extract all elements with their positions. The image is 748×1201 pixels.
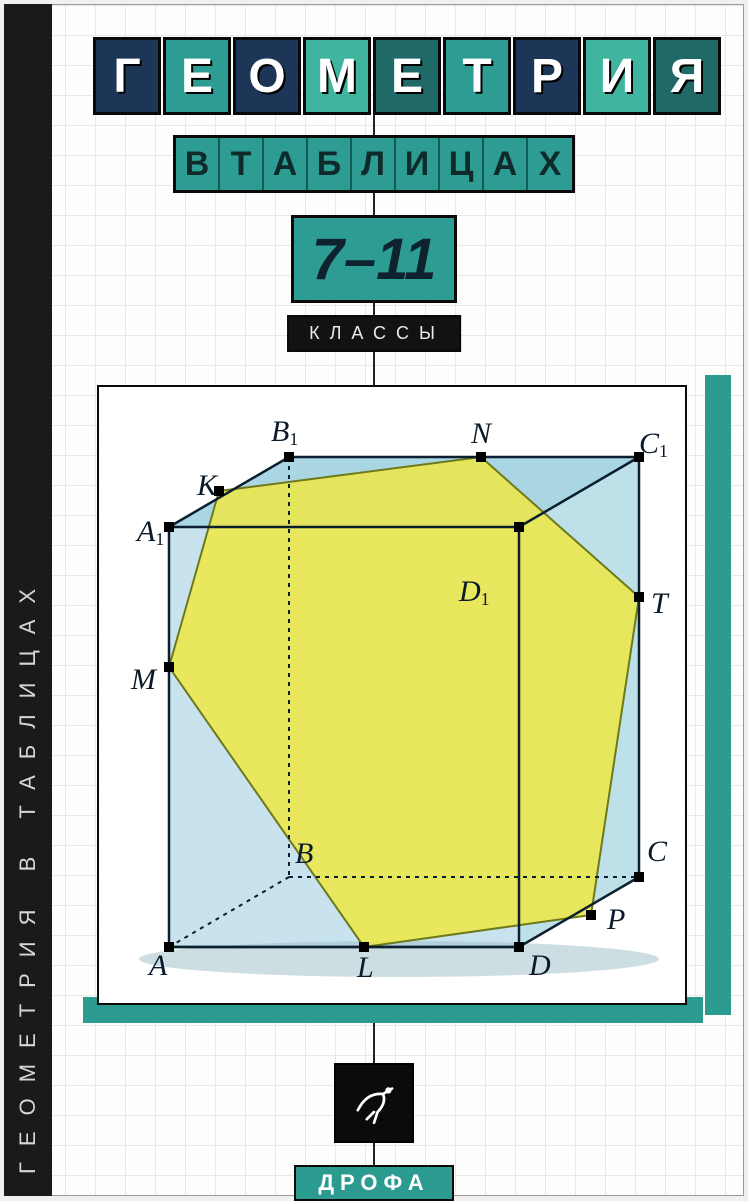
connector bbox=[373, 1143, 375, 1165]
grades-box: 7–11 bbox=[291, 215, 457, 303]
subtitle-letter: И bbox=[396, 138, 440, 190]
subtitle-letter: А bbox=[484, 138, 528, 190]
title-letter: И bbox=[583, 37, 651, 115]
vertex-label: A1 bbox=[137, 515, 164, 549]
vertex-label: C bbox=[647, 835, 667, 869]
title-block: Г Е О М Е Т Р И Я bbox=[93, 37, 721, 115]
vertex-label: B1 bbox=[271, 415, 298, 449]
subtitle-letter: Т bbox=[220, 138, 264, 190]
vertex-label: N bbox=[471, 417, 491, 451]
vertex-label: A bbox=[149, 949, 167, 983]
vertex-label: M bbox=[131, 663, 156, 697]
vertex-label: D bbox=[529, 949, 551, 983]
connector bbox=[373, 303, 375, 315]
vertex-label: T bbox=[651, 587, 668, 621]
subtitle-letter: Ц bbox=[440, 138, 484, 190]
spine: ГЕОМЕТРИЯ В ТАБЛИЦАХ bbox=[4, 4, 52, 1196]
title-letter: Р bbox=[513, 37, 581, 115]
title-letter: Т bbox=[443, 37, 511, 115]
vertex-label: P bbox=[607, 903, 625, 937]
cube-diagram bbox=[99, 387, 689, 1007]
title-letter: Е bbox=[373, 37, 441, 115]
subtitle-letter: А bbox=[264, 138, 308, 190]
vertex-label: L bbox=[357, 951, 374, 985]
subtitle-letter: Л bbox=[352, 138, 396, 190]
subtitle-letter: Х bbox=[528, 138, 572, 190]
title-letter: Е bbox=[163, 37, 231, 115]
title-letter: М bbox=[303, 37, 371, 115]
publisher-name: ДРОФА bbox=[294, 1165, 454, 1201]
title-letter: Я bbox=[653, 37, 721, 115]
connector bbox=[373, 347, 375, 385]
spine-text: ГЕОМЕТРИЯ В ТАБЛИЦАХ bbox=[15, 573, 41, 1174]
publisher-logo bbox=[334, 1063, 414, 1143]
figure-accent bbox=[705, 375, 731, 1015]
title-letter: Г bbox=[93, 37, 161, 115]
subtitle-box: В Т А Б Л И Ц А Х bbox=[173, 135, 575, 193]
subtitle-letter: Б bbox=[308, 138, 352, 190]
classes-label: КЛАССЫ bbox=[287, 315, 461, 352]
connector bbox=[373, 115, 375, 135]
title-row: Г Е О М Е Т Р И Я bbox=[93, 37, 721, 115]
vertex-label: K bbox=[197, 469, 217, 503]
subtitle-letter: В bbox=[176, 138, 220, 190]
title-letter: О bbox=[233, 37, 301, 115]
vertex-label: C1 bbox=[639, 427, 668, 461]
figure-frame: A B C D A1 B1 C1 D1 K N T P L M bbox=[97, 385, 687, 1005]
connector bbox=[373, 1023, 375, 1063]
book-cover: Г Е О М Е Т Р И Я В Т А Б Л И Ц А Х 7–11… bbox=[4, 4, 744, 1196]
drofa-bird-icon bbox=[347, 1076, 401, 1130]
vertex-label: B bbox=[295, 837, 313, 871]
vertex-label: D1 bbox=[459, 575, 490, 609]
